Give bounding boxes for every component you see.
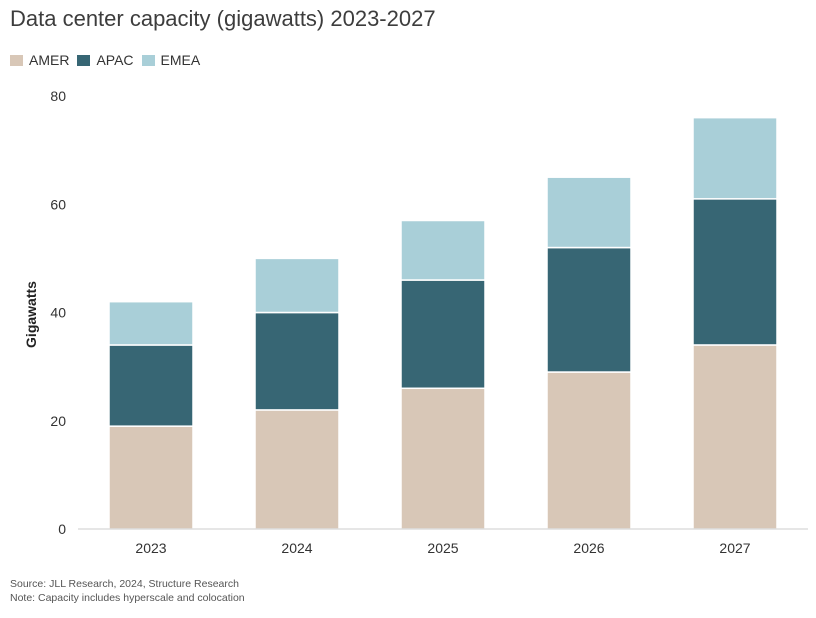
y-axis-title: Gigawatts: [23, 281, 39, 348]
legend-swatch-apac: [77, 54, 91, 66]
y-tick-label: 0: [58, 521, 66, 537]
bar-segment-emea: [108, 300, 194, 346]
legend-label-apac: APAC: [96, 52, 134, 68]
source-note: Source: JLL Research, 2024, Structure Re…: [10, 578, 239, 590]
bar-segment-apac: [400, 279, 486, 390]
y-tick-label: 40: [50, 305, 66, 321]
capacity-note: Note: Capacity includes hyperscale and c…: [10, 592, 245, 604]
chart-title: Data center capacity (gigawatts) 2023-20…: [10, 6, 436, 31]
chart-legend: AMER APAC EMEA: [10, 52, 208, 68]
x-tick-label: 2023: [135, 540, 166, 556]
legend-label-emea: EMEA: [160, 52, 201, 68]
bar-segment-amer: [254, 409, 340, 530]
x-tick-label: 2027: [719, 540, 750, 556]
bar-segment-amer: [400, 387, 486, 530]
bar-segment-apac: [692, 198, 778, 346]
bar-segment-apac: [254, 311, 340, 411]
legend-swatch-amer: [10, 54, 23, 66]
bar-segment-emea: [254, 257, 340, 314]
legend-item-emea: EMEA: [141, 52, 201, 68]
bar-segment-emea: [692, 116, 778, 200]
y-tick-label: 80: [50, 88, 66, 104]
legend-label-amer: AMER: [29, 52, 70, 68]
legend-item-apac: APAC: [77, 52, 134, 68]
x-tick-label: 2025: [427, 540, 458, 556]
legend-swatch-emea: [141, 54, 155, 66]
bar-segment-emea: [400, 219, 486, 281]
x-tick-label: 2024: [281, 540, 312, 556]
footnotes: Source: JLL Research, 2024, Structure Re…: [10, 577, 245, 605]
bar-segment-emea: [546, 176, 632, 249]
bar-segment-apac: [546, 246, 632, 373]
bar-segment-amer: [546, 371, 632, 530]
y-tick-label: 60: [50, 196, 66, 212]
bar-segment-amer: [692, 344, 778, 530]
x-tick-label: 2026: [573, 540, 604, 556]
bar-segment-amer: [108, 425, 194, 530]
bar-segment-apac: [108, 344, 194, 427]
y-tick-label: 20: [50, 413, 66, 429]
legend-item-amer: AMER: [10, 52, 69, 68]
